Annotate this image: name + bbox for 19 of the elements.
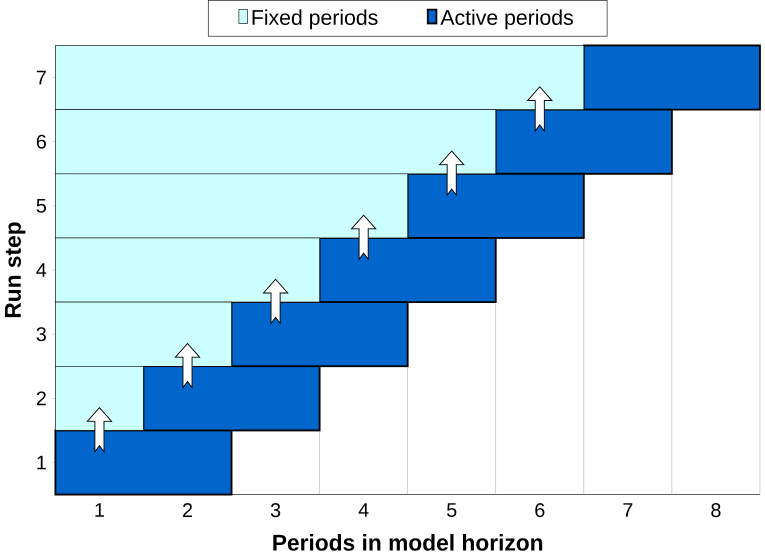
legend-label: Active periods [440,9,573,30]
x-tick-label: 3 [270,503,280,518]
y-tick-label: 4 [36,263,46,277]
x-tick-label: 7 [623,503,632,517]
y-tick-label: 3 [36,327,46,342]
y-tick-label: 1 [37,456,46,470]
y-tick-label: 5 [36,199,46,213]
legend-label: Fixed periods [252,9,378,30]
y-axis-title: Run step [5,222,26,318]
y-tick-label: 2 [36,392,46,406]
y-tick-label: 7 [36,70,46,84]
x-tick-label: 8 [711,503,721,518]
y-tick-label: 6 [36,134,46,149]
x-tick-label: 6 [535,503,544,518]
x-tick-label: 4 [358,503,369,517]
x-tick-label: 5 [447,503,456,518]
x-tick-label: 1 [95,503,104,517]
x-axis-title: Periods in model horizon [273,534,542,551]
x-tick-label: 2 [183,503,192,518]
